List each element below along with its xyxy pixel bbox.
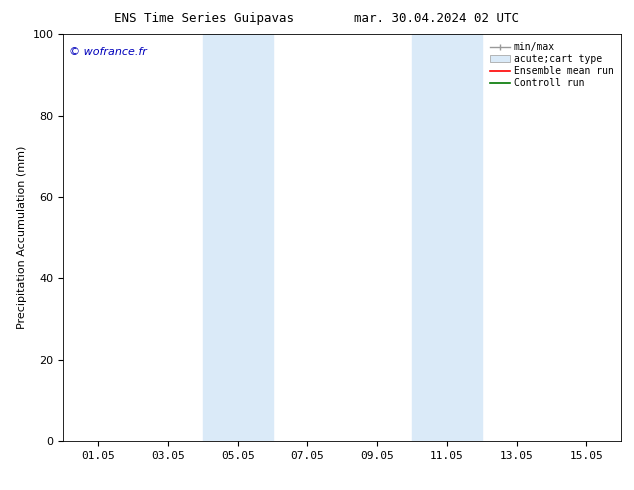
Bar [203,34,273,441]
Legend: min/max, acute;cart type, Ensemble mean run, Controll run: min/max, acute;cart type, Ensemble mean … [488,39,616,91]
Bar [412,34,482,441]
Text: ENS Time Series Guipavas        mar. 30.04.2024 02 UTC: ENS Time Series Guipavas mar. 30.04.2024… [115,12,519,25]
Y-axis label: Precipitation Accumulation (mm): Precipitation Accumulation (mm) [17,146,27,329]
Text: © wofrance.fr: © wofrance.fr [69,47,147,56]
